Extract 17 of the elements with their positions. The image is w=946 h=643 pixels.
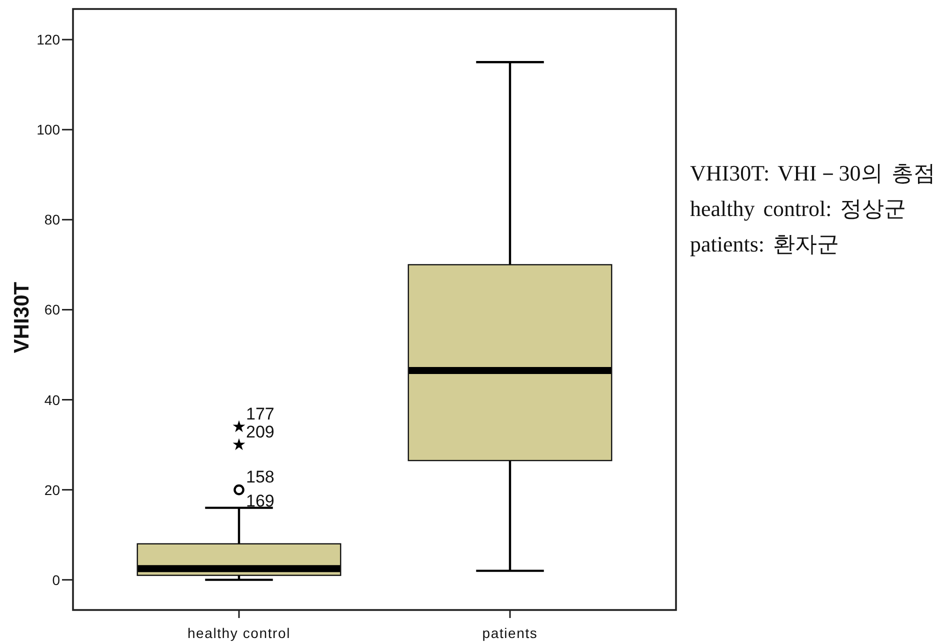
y-tick-label: 0 [52, 572, 60, 588]
y-tick-label: 100 [36, 122, 60, 138]
annotation: 169 [246, 491, 274, 510]
y-tick-label: 20 [44, 482, 60, 498]
y-tick-label: 60 [44, 302, 60, 318]
annotation: 158 [246, 467, 274, 486]
y-tick-label: 120 [36, 32, 60, 48]
text: patients: 환자군 [690, 232, 840, 256]
annotation: 177 [246, 404, 274, 424]
y-tick-label: 80 [44, 212, 60, 228]
y-axis-title: VHI30T [10, 282, 34, 354]
text: VHI30T: VHI－30의 총점 [690, 160, 936, 186]
y-tick-label: 40 [44, 392, 60, 408]
text: healthy control: 정상군 [690, 196, 906, 221]
x-tick-label: healthy control [187, 625, 291, 641]
annotation: 209 [246, 422, 274, 442]
x-tick-label: patients [482, 625, 538, 641]
